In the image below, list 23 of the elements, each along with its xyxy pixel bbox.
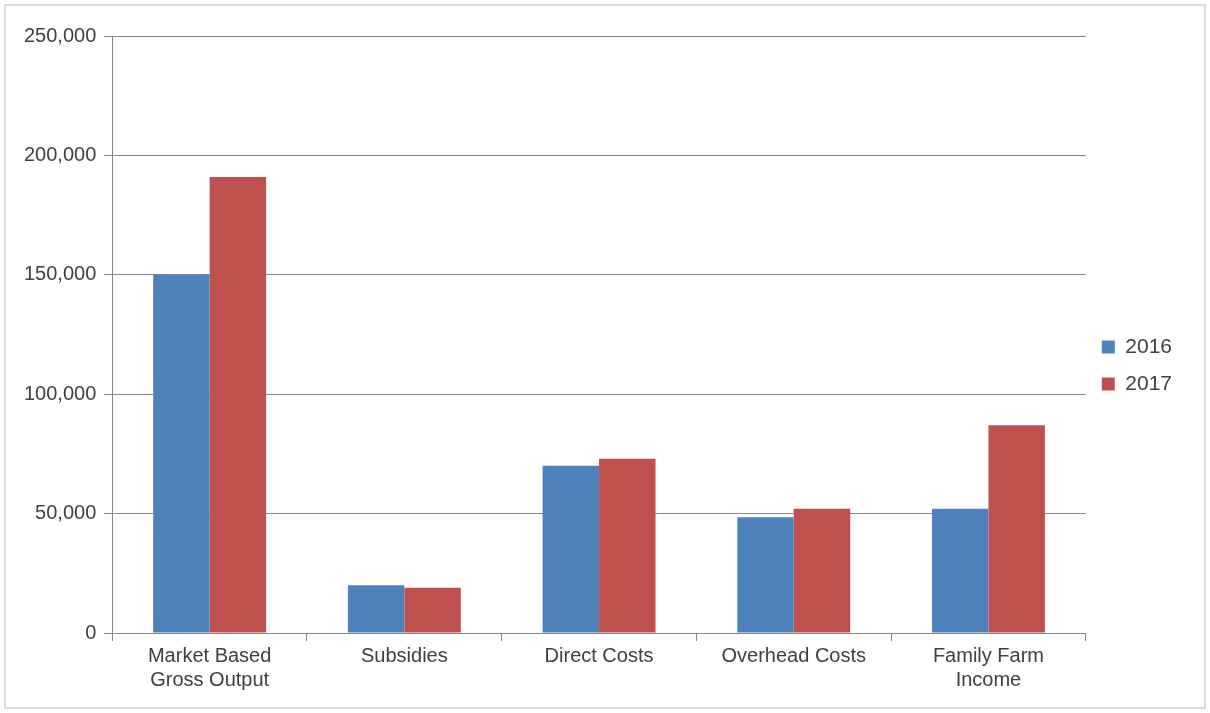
y-tick-label: 100,000 xyxy=(24,381,97,404)
bar xyxy=(599,458,656,633)
y-tick-label: 50,000 xyxy=(35,501,97,524)
y-tick-label: 150,000 xyxy=(24,262,97,285)
bar xyxy=(931,508,989,633)
bar xyxy=(153,274,210,633)
bar xyxy=(542,465,600,633)
y-tick-label: 200,000 xyxy=(24,142,97,165)
x-tick-label: Family Farm Income xyxy=(932,643,1044,690)
bar xyxy=(793,508,851,633)
legend-label: 2016 xyxy=(1125,333,1172,357)
y-tick-label: 0 xyxy=(85,620,97,643)
bar xyxy=(737,517,794,633)
bar xyxy=(347,585,405,633)
bar xyxy=(404,587,461,633)
x-tick-label: Subsidies xyxy=(360,643,448,666)
legend-label: 2017 xyxy=(1125,370,1172,394)
x-tick-label: Direct Costs xyxy=(544,643,654,666)
bar xyxy=(988,425,1045,633)
x-tick-label: Market Based Gross Output xyxy=(147,643,272,690)
y-tick-label: 250,000 xyxy=(24,23,97,46)
x-tick-label: Overhead Costs xyxy=(721,643,866,666)
bar xyxy=(209,176,267,633)
